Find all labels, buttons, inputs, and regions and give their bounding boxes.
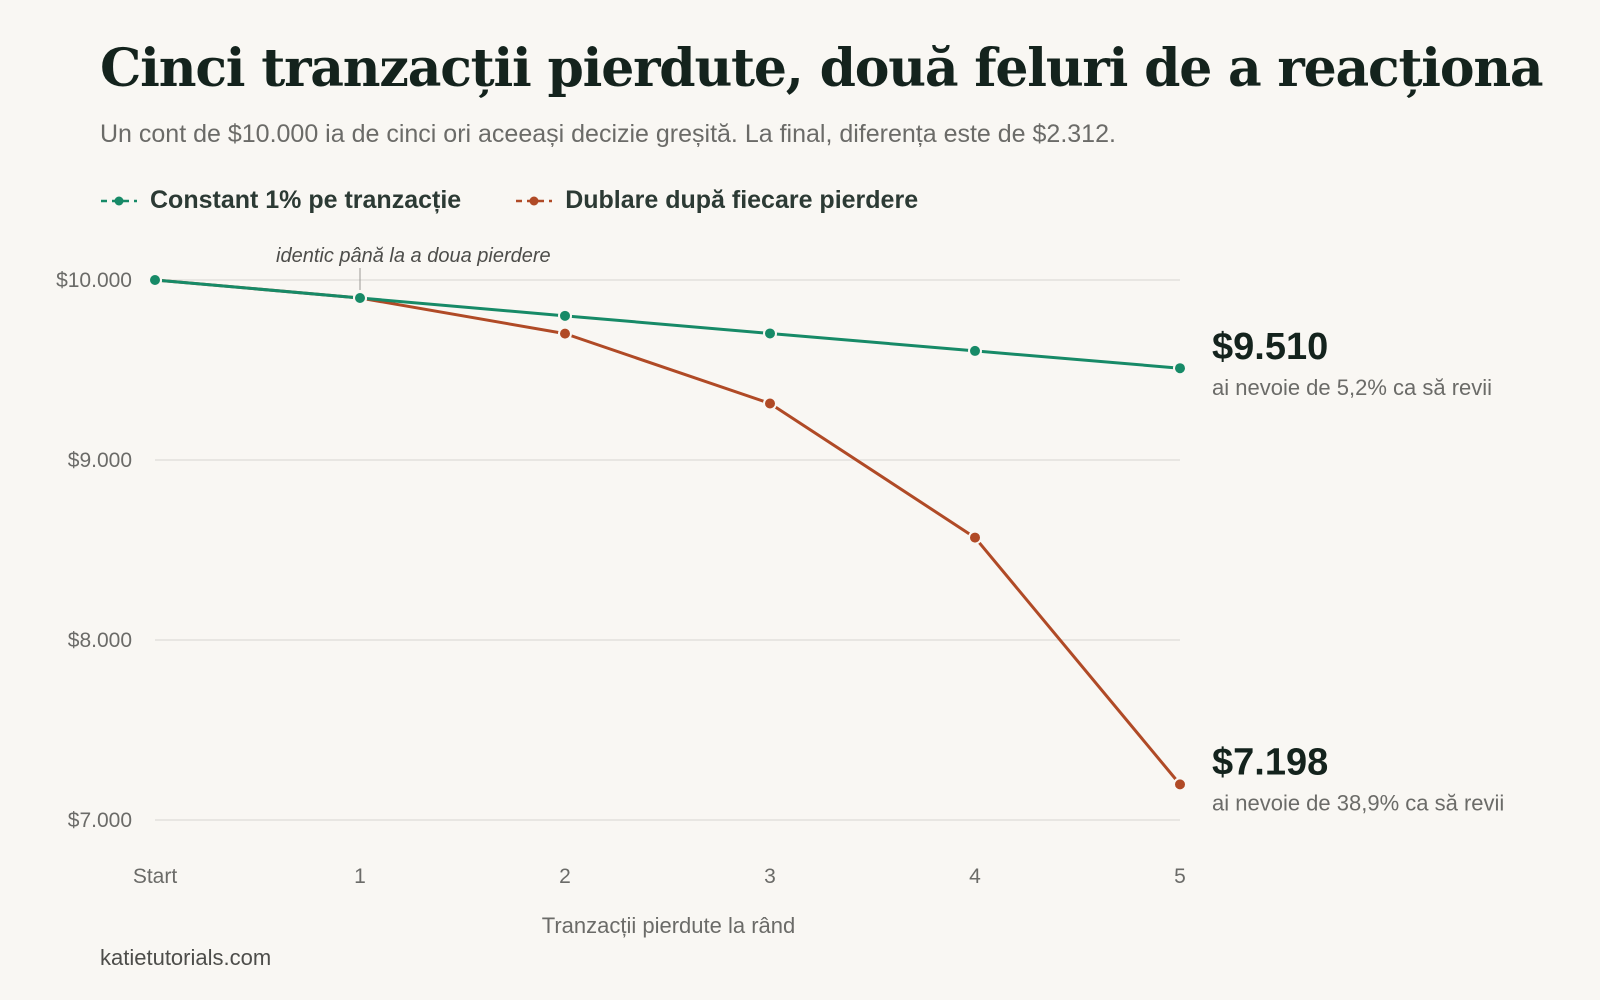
legend-label-constant: Constant 1% pe tranzacție bbox=[150, 186, 462, 214]
chart-subtitle: Un cont de $10.000 ia de cinci ori aceea… bbox=[100, 120, 1116, 148]
x-tick-label: 1 bbox=[354, 865, 366, 888]
x-tick-label: 5 bbox=[1174, 865, 1186, 888]
end-value-label: $9.510 bbox=[1212, 326, 1328, 368]
data-point bbox=[968, 343, 982, 358]
y-tick-label: $9.000 bbox=[68, 449, 132, 472]
x-axis-label: Tranzacții pierdute la rând bbox=[542, 913, 796, 938]
data-point bbox=[558, 326, 572, 341]
series-line bbox=[154, 278, 1181, 370]
annotation-text: identic până la a doua pierdere bbox=[276, 245, 551, 267]
end-note-label: ai nevoie de 38,9% ca să revii bbox=[1212, 790, 1504, 815]
y-tick-label: $10.000 bbox=[56, 269, 132, 292]
x-tick-label: 3 bbox=[764, 865, 776, 888]
data-point bbox=[763, 326, 777, 341]
source-credit: katietutorials.com bbox=[100, 945, 272, 970]
data-point bbox=[148, 273, 162, 287]
x-tick-label: Start bbox=[133, 865, 178, 888]
data-point bbox=[968, 530, 982, 545]
legend-swatch-doubling bbox=[516, 196, 553, 205]
x-tick-label: 4 bbox=[969, 865, 981, 888]
data-point bbox=[558, 308, 572, 323]
data-point bbox=[763, 396, 777, 411]
legend-item-doubling: Dublare după fiecare pierdere bbox=[515, 186, 918, 215]
legend-swatch-constant bbox=[101, 196, 137, 205]
data-point bbox=[353, 291, 367, 305]
chart-title: Cinci tranzacții pierdute, două feluri d… bbox=[100, 38, 1544, 99]
data-point bbox=[1173, 777, 1187, 792]
y-tick-label: $7.000 bbox=[68, 809, 132, 832]
legend-item-constant: Constant 1% pe tranzacție bbox=[100, 186, 461, 215]
end-value-label: $7.198 bbox=[1212, 741, 1328, 783]
x-tick-label: 2 bbox=[559, 865, 571, 888]
data-point bbox=[1173, 361, 1187, 376]
y-tick-label: $8.000 bbox=[68, 629, 132, 652]
end-note-label: ai nevoie de 5,2% ca să revii bbox=[1212, 375, 1492, 400]
legend: Constant 1% pe tranzacție Dublare după f… bbox=[100, 186, 918, 215]
legend-label-doubling: Dublare după fiecare pierdere bbox=[565, 186, 919, 214]
